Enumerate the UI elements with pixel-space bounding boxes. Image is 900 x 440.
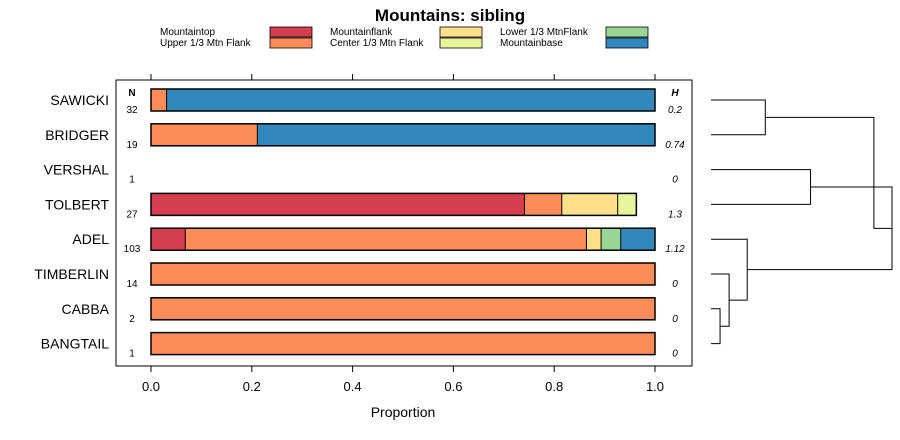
h-value-bridger: 0.74 [665,140,685,151]
x-tick-label: 0.6 [444,379,462,394]
dendrogram-link [711,308,721,345]
bar-outline-adel [150,227,656,251]
bar-segment-sawicki-upper-1-3-mtn-flank [151,89,167,111]
legend-swatch-mountainbase [605,37,649,49]
bar-outline-tolbert [150,192,638,217]
x-tick-label: 1.0 [646,379,664,394]
bar-segment-adel-lower-1-3-mtnflank [601,228,621,251]
h-value-tolbert: 1.3 [668,209,682,220]
n-values: 32 19 1 27 103 14 2 1 [124,105,141,360]
legend-swatch-mountaintop [269,26,313,38]
chart-title: Mountains: sibling [375,6,525,25]
bar-segment-bridger-mountainbase [257,123,655,146]
n-header: N [128,88,135,99]
h-header: H [671,88,679,99]
n-value-bangtail: 1 [129,349,135,360]
row-label-vershal: VERSHAL [44,162,110,178]
bar-segment-adel-upper-1-3-mtn-flank [185,228,587,251]
n-value-cabba: 2 [129,314,135,325]
plot-frame [115,79,693,367]
h-values: 0.2 0.74 0 1.3 1.12 0 0 0 [665,105,685,360]
row-label-bridger: BRIDGER [45,127,109,143]
dendrogram-link [711,169,812,205]
bar-outline-cabba [150,297,656,321]
dendrogram-link [747,186,893,271]
bar-segment-adel-mountainflank [586,228,602,251]
bar-segment-adel-mountainbase [620,228,655,251]
dendrogram-link [711,99,766,136]
x-axis: 0.0 0.2 0.4 0.6 0.8 1.0 [142,74,664,394]
x-tick-label: 0.2 [243,379,261,394]
h-value-adel: 1.12 [665,244,685,255]
bar-segment-tolbert-upper-1-3-mtn-flank [524,193,562,216]
h-value-cabba: 0 [672,314,678,325]
row-label-timberlin: TIMBERLIN [34,266,109,282]
row-label-bangtail: BANGTAIL [41,336,109,352]
row-label-adel: ADEL [72,231,109,247]
legend-swatch-lower-1-3-mtnflank [605,26,649,38]
legend-label-mountainflank: Mountainflank [330,27,393,38]
bar-segment-adel-mountaintop [151,228,186,251]
h-value-timberlin: 0 [672,279,678,290]
bar-outline-bangtail [150,331,656,356]
n-value-tolbert: 27 [126,209,138,220]
n-value-sawicki: 32 [126,105,138,116]
legend-label-mountaintop: Mountaintop [160,27,215,38]
h-value-sawicki: 0.2 [668,105,682,116]
bar-segment-tolbert-mountainflank [561,193,618,216]
x-axis-label: Proportion [371,404,436,420]
legend-swatch-upper-1-3-mtn-flank [269,37,313,49]
n-value-adel: 103 [124,244,141,255]
x-tick-label: 0.0 [142,379,160,394]
row-label-sawicki: SAWICKI [50,92,109,108]
dendrogram-link [765,116,892,229]
legend-label-upper-1-3-mtn-flank: Upper 1/3 Mtn Flank [160,38,252,49]
bar-segment-timberlin-upper-1-3-mtn-flank [151,263,655,285]
bar-outline-bridger [150,123,656,147]
n-value-bridger: 19 [126,140,138,151]
n-value-timberlin: 14 [126,279,138,290]
row-labels: SAWICKI BRIDGER VERSHAL TOLBERT ADEL TIMBERLI… [34,92,109,352]
bar-segment-sawicki-mountainbase [166,89,655,111]
n-value-vershal: 1 [129,175,135,186]
row-label-cabba: CABBA [62,301,110,317]
legend-label-lower-1-3-mtnflank: Lower 1/3 MtnFlank [500,27,589,38]
bar-segment-tolbert-mountaintop [151,193,525,216]
legend-label-mountainbase: Mountainbase [500,38,563,49]
h-value-vershal: 0 [672,175,678,186]
legend-swatch-center-1-3-mtn-flank [439,37,483,49]
bar-segment-tolbert-center-1-3-mtn-flank [617,193,637,216]
row-label-tolbert: TOLBERT [45,196,110,212]
h-value-bangtail: 0 [672,349,678,360]
legend-swatch-mountainflank [439,26,483,38]
x-tick-label: 0.4 [344,379,362,394]
bar-segment-bangtail-upper-1-3-mtn-flank [151,332,655,355]
bar-segment-cabba-upper-1-3-mtn-flank [151,297,655,320]
legend-label-center-1-3-mtn-flank: Center 1/3 Mtn Flank [330,38,424,49]
bar-segment-bridger-upper-1-3-mtn-flank [151,123,258,146]
bars-group [150,88,656,356]
bar-outline-timberlin [150,262,656,286]
dendrogram [711,99,893,345]
bar-outline-sawicki [150,88,656,112]
x-tick-label: 0.8 [545,379,563,394]
